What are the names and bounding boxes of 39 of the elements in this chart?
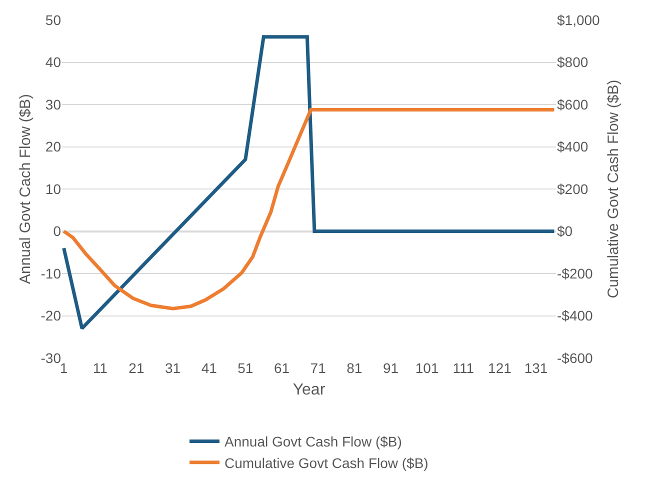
y2-tick-label: $800 bbox=[557, 54, 588, 70]
y-tick-label: 0 bbox=[53, 223, 62, 240]
y-axis-title: Annual Govt Cach Flow ($B) bbox=[17, 94, 34, 284]
y2-tick-label: -$600 bbox=[557, 350, 594, 366]
y-tick-label: -20 bbox=[40, 308, 62, 324]
x-tick-label: 11 bbox=[92, 360, 108, 376]
y-tick-label: 50 bbox=[45, 12, 62, 28]
y2-tick-label: $1,000 bbox=[557, 12, 600, 28]
y2-tick-label: $200 bbox=[557, 180, 588, 197]
y-tick-label: 20 bbox=[45, 138, 62, 155]
x-tick-label: 61 bbox=[274, 360, 290, 376]
x-tick-label: 81 bbox=[346, 360, 362, 376]
y2-tick-label: -$200 bbox=[557, 265, 594, 282]
x-tick-label: 91 bbox=[382, 360, 399, 376]
y-tick-label: 10 bbox=[45, 180, 62, 197]
y-tick-label: -30 bbox=[40, 350, 62, 366]
y-tick-label: 40 bbox=[45, 54, 62, 70]
x-axis-title: Year bbox=[292, 382, 326, 399]
y2-tick-label: $600 bbox=[557, 96, 588, 112]
y2-axis-title: Cumulative Govt Cash Flow ($B) bbox=[605, 80, 622, 298]
x-tick-label: 21 bbox=[128, 360, 144, 376]
x-tick-label: 131 bbox=[524, 360, 548, 376]
legend-label: Cumulative Govt Cash Flow ($B) bbox=[224, 454, 428, 471]
line-series bbox=[62, 35, 556, 330]
x-tick-label: 31 bbox=[165, 360, 181, 376]
x-tick-label: 51 bbox=[238, 360, 254, 376]
y2-tick-label: $0 bbox=[557, 223, 573, 240]
legend-label: Annual Govt Cash Flow ($B) bbox=[224, 434, 402, 450]
x-tick-label: 41 bbox=[201, 360, 218, 376]
y-tick-label: 30 bbox=[45, 96, 62, 112]
line-series bbox=[62, 108, 556, 310]
x-tick-label: 1 bbox=[60, 360, 68, 376]
x-tick-label: 71 bbox=[310, 360, 326, 376]
y2-tick-label: -$400 bbox=[557, 308, 594, 324]
x-tick-label: 101 bbox=[415, 360, 439, 376]
y2-tick-label: $400 bbox=[557, 138, 588, 155]
x-tick-label: 111 bbox=[452, 360, 474, 376]
x-tick-label: 121 bbox=[488, 360, 512, 376]
y-tick-label: -10 bbox=[40, 265, 62, 282]
